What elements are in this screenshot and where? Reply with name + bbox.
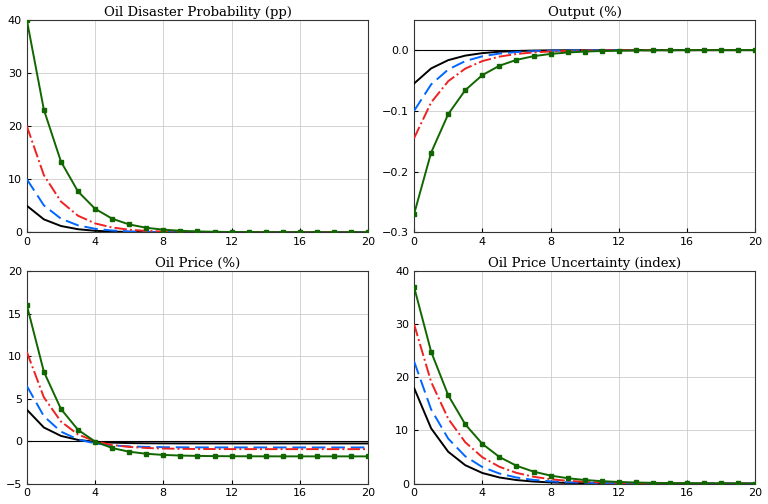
Title: Oil Price Uncertainty (index): Oil Price Uncertainty (index) — [488, 257, 681, 270]
Title: Oil Disaster Probability (pp): Oil Disaster Probability (pp) — [104, 6, 291, 19]
Title: Oil Price (%): Oil Price (%) — [155, 257, 240, 270]
Title: Output (%): Output (%) — [548, 6, 621, 19]
